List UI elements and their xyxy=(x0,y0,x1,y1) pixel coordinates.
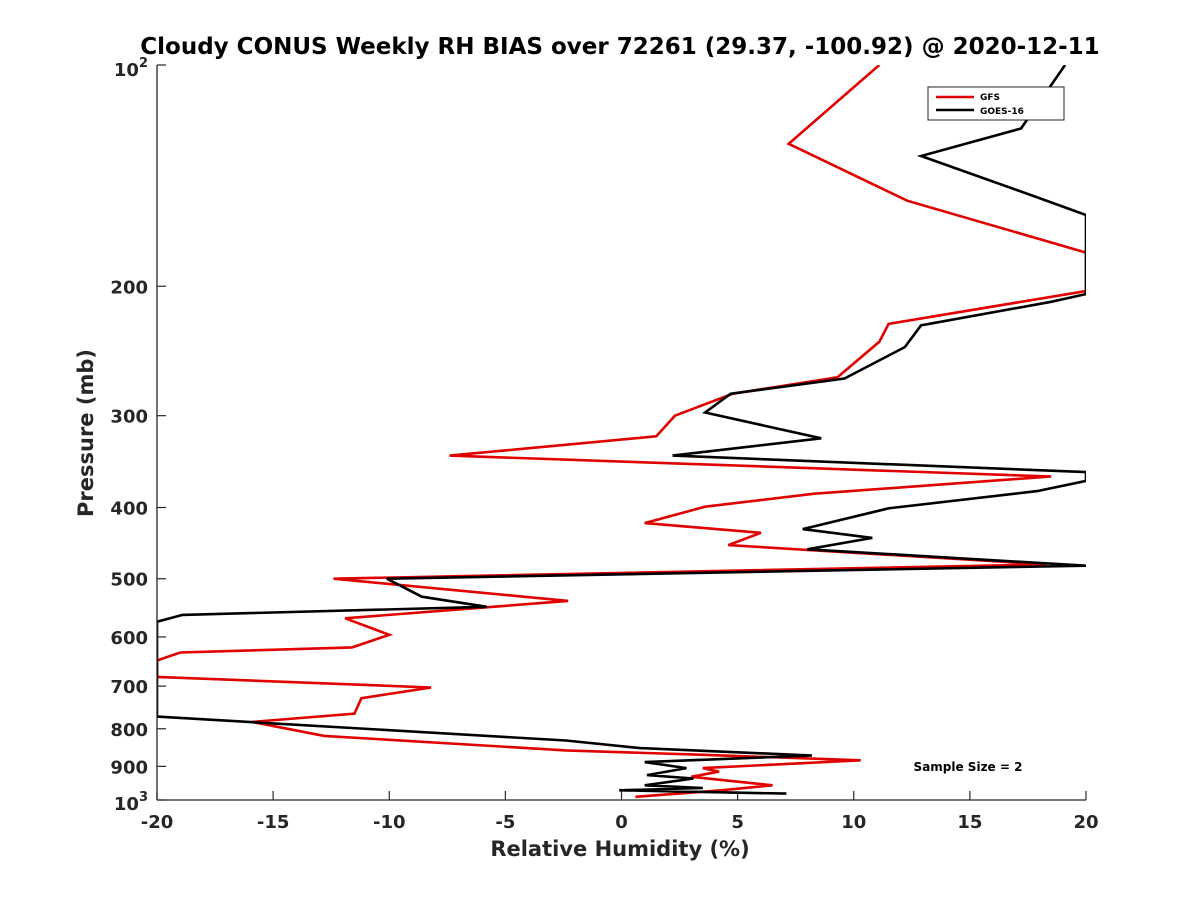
y-tick-label: 600 xyxy=(110,628,148,649)
y-axis-label: Pressure (mb) xyxy=(74,349,98,517)
x-tick-label: 10 xyxy=(841,812,866,833)
x-tick-label: -20 xyxy=(141,812,174,833)
y-tick-label-top: 102 xyxy=(114,56,148,81)
plot-background xyxy=(157,65,1086,800)
y-bottom-exp: 3 xyxy=(139,790,148,805)
series-line-goes16 xyxy=(157,65,1086,795)
y-tick-label-bottom: 103 xyxy=(114,790,148,815)
sample-size-annotation: Sample Size = 2 xyxy=(914,760,1023,774)
legend-label-goes16: GOES-16 xyxy=(980,107,1024,117)
x-tick-label: -5 xyxy=(495,812,515,833)
x-tick-label: 5 xyxy=(731,812,744,833)
y-tick-label: 300 xyxy=(110,407,148,428)
legend: GFS GOES-16 xyxy=(927,86,1065,121)
x-tick-label: 20 xyxy=(1073,812,1098,833)
y-tick-label: 700 xyxy=(110,677,148,698)
x-tick-label: -15 xyxy=(257,812,290,833)
plot-area xyxy=(157,65,1086,800)
legend-label-gfs: GFS xyxy=(980,93,1000,103)
series-group xyxy=(157,65,1086,799)
y-tick-label: 800 xyxy=(110,720,148,741)
y-top-base: 10 xyxy=(114,60,139,81)
x-ticks: -20 -15 -10 -5 0 5 10 15 20 xyxy=(141,791,1099,833)
y-bottom-base: 10 xyxy=(114,794,139,815)
y-tick-label: 900 xyxy=(110,757,148,778)
x-tick-label: 15 xyxy=(957,812,982,833)
x-tick-label: 0 xyxy=(615,812,628,833)
legend-box xyxy=(927,86,1065,121)
y-ticks: 200 300 400 500 600 700 800 900 xyxy=(110,64,166,801)
x-tick-label: -10 xyxy=(373,812,406,833)
x-axis-label: Relative Humidity (%) xyxy=(490,837,749,861)
y-tick-label: 500 xyxy=(110,570,148,591)
chart-title: Cloudy CONUS Weekly RH BIAS over 72261 (… xyxy=(140,34,1099,60)
y-tick-label: 400 xyxy=(110,499,148,520)
y-tick-label: 200 xyxy=(110,277,148,298)
y-top-exp: 2 xyxy=(139,56,148,71)
